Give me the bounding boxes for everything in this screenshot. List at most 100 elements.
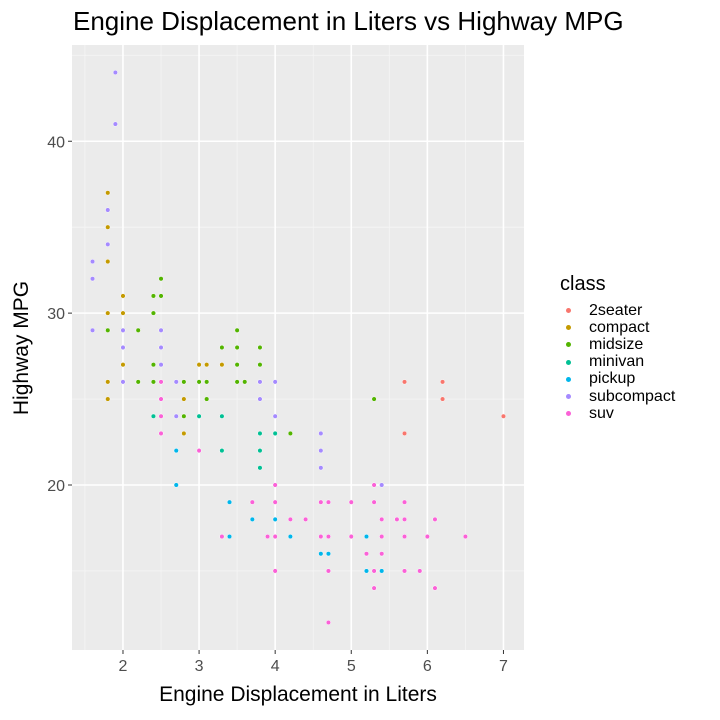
point-compact: [219, 362, 225, 368]
y-tick-label: 20: [47, 478, 65, 495]
point-compact: [120, 310, 126, 316]
point-2seater: [440, 379, 446, 385]
legend-dot-icon: [566, 308, 571, 314]
point-minivan: [219, 413, 225, 419]
x-tick-label: 7: [499, 658, 508, 675]
point-suv: [371, 585, 377, 591]
point-midsize: [234, 379, 240, 385]
legend-dot-icon: [566, 342, 571, 348]
point-suv: [379, 534, 385, 540]
point-suv: [432, 585, 438, 591]
point-minivan: [257, 448, 263, 454]
point-suv: [303, 516, 309, 522]
point-pickup: [325, 551, 331, 557]
point-suv: [272, 499, 278, 505]
point-minivan: [150, 413, 156, 419]
point-pickup: [173, 448, 179, 454]
legend-label: minivan: [589, 353, 645, 371]
point-subcompact: [173, 379, 179, 385]
legend-label: pickup: [589, 370, 636, 388]
legend-key: [560, 371, 577, 388]
point-compact: [181, 396, 187, 402]
data-points: [89, 69, 507, 626]
legend-key: [560, 405, 577, 422]
point-pickup: [363, 568, 370, 574]
legend-item-pickup: pickup: [560, 370, 675, 388]
point-compact: [105, 310, 111, 316]
point-pickup: [226, 534, 233, 540]
legend-title: class: [560, 273, 606, 295]
point-midsize: [204, 379, 210, 385]
point-compact: [196, 362, 202, 368]
point-pickup: [363, 534, 370, 540]
legend-dot-icon: [566, 411, 571, 417]
point-suv: [462, 534, 468, 540]
point-compact: [105, 224, 111, 230]
y-axis-ticks: 20 30 40: [47, 134, 72, 495]
point-midsize: [371, 396, 377, 402]
point-midsize: [204, 396, 210, 402]
point-suv: [432, 516, 438, 522]
point-suv: [287, 516, 293, 522]
point-midsize: [150, 293, 156, 299]
point-subcompact: [272, 413, 278, 419]
point-subcompact: [120, 327, 126, 333]
legend-item-suv: suv: [560, 405, 675, 422]
y-tick-label: 40: [47, 134, 65, 151]
point-midsize: [234, 362, 240, 368]
point-compact: [105, 259, 111, 265]
point-suv: [401, 499, 408, 505]
point-subcompact: [379, 482, 385, 488]
point-compact: [105, 190, 111, 196]
point-compact: [120, 362, 126, 368]
point-suv: [371, 499, 377, 505]
point-suv: [424, 534, 430, 540]
point-midsize: [150, 310, 156, 316]
point-subcompact: [89, 327, 96, 333]
legend-label: 2seater: [589, 301, 643, 319]
point-suv: [417, 568, 423, 574]
point-midsize: [150, 379, 156, 385]
point-subcompact: [318, 448, 324, 454]
point-suv: [348, 534, 354, 540]
y-axis-label: Highway MPG: [10, 280, 33, 416]
point-suv: [272, 534, 278, 540]
point-suv: [363, 551, 370, 557]
point-suv: [325, 499, 331, 505]
point-midsize: [181, 413, 187, 419]
legend-key: [560, 388, 577, 405]
point-subcompact: [158, 344, 164, 351]
point-midsize: [135, 327, 141, 333]
chart-title: Engine Displacement in Liters vs Highway…: [73, 6, 624, 36]
legend-item-midsize: midsize: [560, 336, 675, 353]
point-midsize: [234, 344, 240, 351]
point-midsize: [135, 379, 141, 385]
point-subcompact: [105, 241, 111, 247]
point-subcompact: [272, 379, 278, 385]
point-2seater: [440, 396, 446, 402]
point-midsize: [105, 327, 111, 333]
point-suv: [158, 379, 164, 385]
point-subcompact: [158, 362, 164, 368]
point-midsize: [150, 362, 156, 368]
point-midsize: [181, 379, 187, 385]
point-subcompact: [173, 413, 179, 419]
point-suv: [348, 499, 354, 505]
point-midsize: [158, 276, 164, 282]
y-tick-label: 30: [47, 306, 65, 323]
legend-dot-icon: [566, 376, 571, 382]
legend-key: [560, 302, 577, 319]
point-suv: [249, 499, 255, 505]
legend-label: compact: [589, 318, 650, 336]
x-axis-ticks: 2 3 4 5 6 7: [119, 650, 508, 675]
point-midsize: [242, 379, 248, 385]
point-suv: [158, 396, 164, 402]
x-tick-label: 3: [195, 658, 204, 675]
point-suv: [325, 619, 331, 626]
legend-item-minivan: minivan: [560, 353, 675, 371]
plot-panel: [72, 45, 524, 650]
legend-dot-icon: [566, 359, 571, 365]
point-suv: [158, 430, 164, 436]
legend-key: [560, 319, 577, 336]
